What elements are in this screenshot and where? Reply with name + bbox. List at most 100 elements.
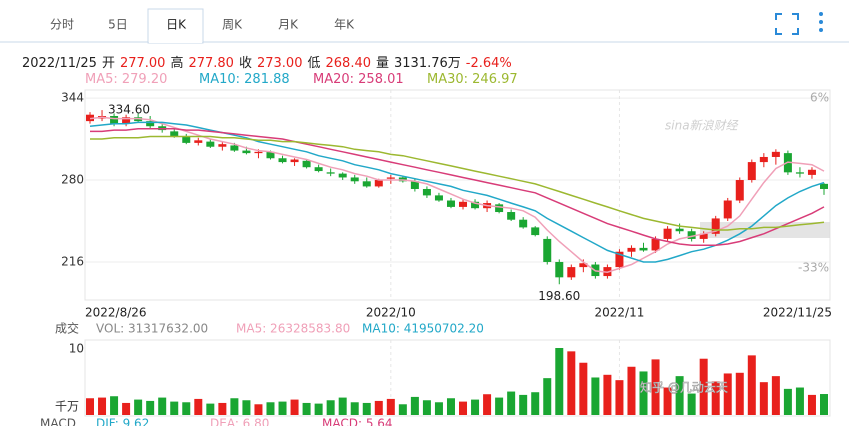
quote-value: 277.00 xyxy=(119,56,166,71)
volume-bar xyxy=(410,396,419,415)
volume-bar xyxy=(350,402,359,415)
volume-bar xyxy=(170,401,179,415)
volume-bar xyxy=(278,401,287,415)
candle-body xyxy=(651,238,660,251)
tab[interactable]: 日K xyxy=(166,18,187,32)
price-frame xyxy=(84,89,831,301)
ma-line xyxy=(89,121,825,263)
extreme-label: 198.60 xyxy=(538,289,580,303)
volume-bar xyxy=(314,403,323,415)
dot xyxy=(819,28,823,32)
dot xyxy=(819,20,823,24)
volume-bar xyxy=(483,394,492,415)
volume-bar xyxy=(434,402,443,415)
volume-bar xyxy=(591,377,600,415)
candle-body xyxy=(122,117,131,124)
volume-bar xyxy=(771,376,780,415)
volume-bar xyxy=(254,404,263,415)
volume-bar xyxy=(146,400,155,415)
candle-body xyxy=(434,195,443,201)
quote-value: 277.80 xyxy=(188,56,234,71)
candle-body xyxy=(699,233,708,239)
volume-bar xyxy=(398,404,407,415)
candle-body xyxy=(110,115,119,124)
candle-body xyxy=(218,144,227,147)
candle-body xyxy=(350,177,359,182)
volume-bar xyxy=(459,401,468,415)
volume-bar xyxy=(266,402,275,415)
x-tick-label: 2022/8/26 xyxy=(85,306,147,320)
volume-bar xyxy=(627,366,636,415)
volume-bar xyxy=(543,378,552,415)
volume-legend: MA5: 26328583.80 xyxy=(236,322,350,336)
ma-line xyxy=(90,135,825,231)
volume-bar xyxy=(759,382,768,415)
dot xyxy=(819,12,823,16)
volume-bar xyxy=(807,394,816,415)
volume-bar xyxy=(735,372,744,415)
candle-body xyxy=(807,169,816,175)
volume-bar xyxy=(290,399,299,415)
candle-body xyxy=(759,156,768,163)
candle-body xyxy=(771,151,780,157)
more-icon[interactable] xyxy=(819,12,823,32)
volume-unit: 千万 xyxy=(55,400,79,414)
tab[interactable]: 5日 xyxy=(108,18,128,32)
volume-bar xyxy=(194,398,203,415)
y-tick-label: 344 xyxy=(61,91,84,105)
cost-band xyxy=(700,222,830,238)
volume-bar xyxy=(699,358,708,415)
candle-body xyxy=(687,231,696,239)
watermark: sina新浪财经 xyxy=(665,119,740,133)
volume-bar xyxy=(326,400,335,415)
candle-body xyxy=(278,158,287,163)
y-tick-label: 10 xyxy=(69,342,84,356)
ma-legend-item: MA30: 246.97 xyxy=(427,72,518,87)
volume-bar xyxy=(519,394,528,415)
quote-date: 2022/11/25 xyxy=(22,56,97,71)
tab[interactable]: 月K xyxy=(278,18,299,32)
tab[interactable]: 分时 xyxy=(50,18,74,32)
volume-bar xyxy=(446,398,455,415)
x-tick-label: 2022/11/25 xyxy=(763,306,832,320)
volume-bar xyxy=(495,397,504,415)
quote-label: 低 xyxy=(307,56,321,71)
candle-body xyxy=(170,131,179,137)
volume-bar xyxy=(110,396,119,415)
tab[interactable]: 周K xyxy=(222,18,243,32)
quote-value: 3131.76万 xyxy=(394,56,461,71)
expand-icon[interactable] xyxy=(775,13,799,35)
y-tick-label: 280 xyxy=(61,173,84,187)
candle-body xyxy=(507,212,516,220)
candle-body xyxy=(675,228,684,232)
y2-tick-label: 6% xyxy=(810,90,829,104)
macd-label: MACD: 5.64 xyxy=(322,417,393,426)
volume-bar xyxy=(567,351,576,415)
volume-bar xyxy=(206,403,215,415)
candle-body xyxy=(266,151,275,159)
candle-body xyxy=(495,204,504,213)
volume-bar xyxy=(603,374,612,415)
tab[interactable]: 年K xyxy=(334,18,355,32)
macd-label: DEA: 6.80 xyxy=(210,417,269,426)
quote-value: 273.00 xyxy=(256,56,303,71)
volume-bar xyxy=(218,402,227,415)
volume-bar xyxy=(362,402,371,415)
candle-body xyxy=(446,200,455,207)
quote-value: 268.40 xyxy=(325,56,372,71)
candle-body xyxy=(711,218,720,234)
candle-body xyxy=(579,263,588,268)
volume-bar xyxy=(134,399,143,415)
ma-legend: MA5: 279.20 MA10: 281.88 MA20: 258.01 MA30:… xyxy=(85,72,541,87)
quote-label: 量 xyxy=(376,56,390,71)
volume-bar xyxy=(531,392,540,415)
volume-bar xyxy=(338,397,347,415)
volume-bar xyxy=(507,391,516,415)
candle-body xyxy=(182,136,191,143)
candle-body xyxy=(362,181,371,187)
candle-body xyxy=(326,172,335,174)
volume-bar xyxy=(86,398,94,415)
candle-body xyxy=(254,151,263,154)
